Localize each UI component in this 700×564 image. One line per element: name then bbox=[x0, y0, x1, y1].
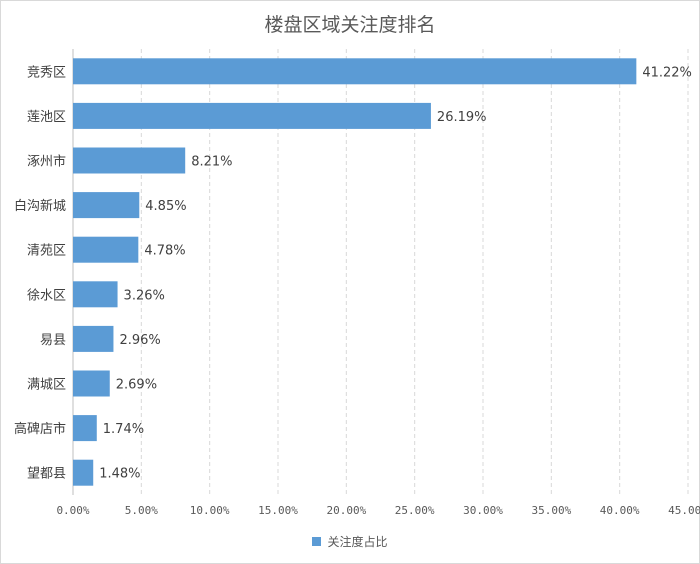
x-tick-label: 45.00% bbox=[668, 504, 700, 517]
legend-label: 关注度占比 bbox=[327, 535, 388, 549]
x-tick-label: 15.00% bbox=[258, 504, 298, 517]
x-tick-label: 5.00% bbox=[125, 504, 158, 517]
x-tick-label: 25.00% bbox=[395, 504, 435, 517]
bar bbox=[73, 192, 140, 219]
data-label: 1.48% bbox=[99, 467, 140, 482]
x-tick-label: 30.00% bbox=[463, 504, 503, 517]
category-label: 易县 bbox=[40, 333, 66, 348]
chart-title: 楼盘区域关注度排名 bbox=[264, 14, 436, 36]
bar bbox=[73, 236, 139, 263]
x-tick-label: 10.00% bbox=[190, 504, 230, 517]
bar bbox=[73, 58, 637, 85]
x-tick-label: 40.00% bbox=[600, 504, 640, 517]
x-tick-label: 0.00% bbox=[56, 504, 89, 517]
data-label: 4.78% bbox=[144, 244, 185, 259]
bar bbox=[73, 459, 94, 486]
x-tick-label: 20.00% bbox=[326, 504, 366, 517]
bar bbox=[73, 325, 114, 352]
category-label: 徐水区 bbox=[27, 288, 66, 303]
legend: 关注度占比 bbox=[0, 533, 700, 550]
data-label: 2.69% bbox=[116, 378, 157, 393]
data-label: 3.26% bbox=[124, 288, 165, 303]
category-label: 莲池区 bbox=[27, 110, 66, 125]
data-label: 4.85% bbox=[145, 199, 186, 214]
category-label: 望都县 bbox=[27, 466, 66, 482]
bar bbox=[73, 415, 97, 442]
x-tick-label: 35.00% bbox=[531, 504, 571, 517]
data-label: 41.22% bbox=[642, 65, 692, 80]
category-label: 白沟新城 bbox=[14, 198, 66, 214]
category-label: 高碑店市 bbox=[14, 421, 66, 437]
legend-swatch bbox=[312, 537, 322, 546]
bar bbox=[73, 147, 186, 174]
bar bbox=[73, 102, 431, 129]
category-label: 涿州市 bbox=[27, 154, 66, 170]
category-label: 竞秀区 bbox=[27, 64, 66, 80]
category-label: 清苑区 bbox=[27, 244, 66, 259]
data-label: 26.19% bbox=[437, 110, 487, 125]
bar bbox=[73, 370, 110, 397]
category-label: 满城区 bbox=[27, 378, 66, 393]
data-label: 2.96% bbox=[119, 333, 160, 348]
data-label: 1.74% bbox=[103, 422, 144, 437]
bar bbox=[73, 281, 118, 308]
data-label: 8.21% bbox=[191, 155, 232, 170]
